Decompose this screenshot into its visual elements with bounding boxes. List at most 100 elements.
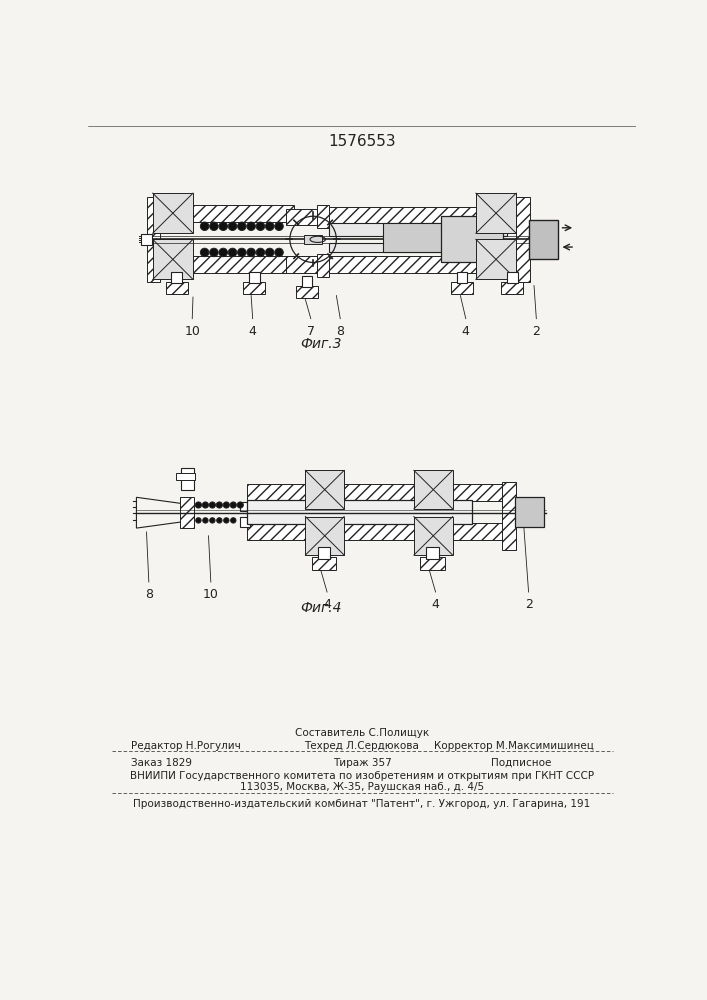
Bar: [153, 239, 193, 279]
Circle shape: [237, 502, 243, 508]
Bar: [329, 223, 507, 236]
Bar: [286, 209, 317, 225]
Circle shape: [210, 222, 218, 230]
Bar: [329, 207, 476, 224]
Circle shape: [230, 518, 236, 523]
Circle shape: [223, 502, 230, 508]
Bar: [176, 473, 194, 480]
Circle shape: [195, 502, 201, 508]
Circle shape: [256, 248, 264, 257]
Bar: [502, 482, 516, 550]
Bar: [501, 282, 523, 294]
Bar: [153, 193, 193, 233]
Bar: [414, 470, 452, 509]
Bar: [240, 502, 250, 511]
Circle shape: [228, 222, 237, 230]
Text: Производственно-издательский комбинат "Патент", г. Ужгород, ул. Гагарина, 191: Производственно-издательский комбинат "П…: [134, 799, 590, 809]
Text: 113035, Москва, Ж-35, Раушская наб., д. 4/5: 113035, Москва, Ж-35, Раушская наб., д. …: [240, 782, 484, 792]
Bar: [249, 272, 259, 283]
Circle shape: [200, 222, 209, 230]
Bar: [507, 272, 518, 283]
Text: Тираж 357: Тираж 357: [332, 758, 392, 768]
Bar: [180, 497, 194, 528]
Bar: [457, 272, 467, 283]
Text: 1576553: 1576553: [328, 134, 396, 149]
Circle shape: [230, 502, 236, 508]
Bar: [451, 282, 473, 294]
Circle shape: [210, 248, 218, 257]
Bar: [193, 205, 293, 222]
Bar: [476, 239, 516, 279]
Circle shape: [203, 518, 208, 523]
Bar: [317, 254, 329, 277]
Bar: [182, 468, 194, 490]
Text: Редактор Н.Рогулич: Редактор Н.Рогулич: [131, 741, 241, 751]
Bar: [166, 282, 187, 294]
Text: Фиг.3: Фиг.3: [300, 337, 341, 351]
Text: 7: 7: [307, 325, 315, 338]
Circle shape: [228, 248, 237, 257]
Circle shape: [275, 222, 284, 230]
Text: 2: 2: [532, 325, 540, 338]
Text: Корректор М.Максимишинец: Корректор М.Максимишинец: [434, 741, 594, 751]
Circle shape: [219, 248, 228, 257]
Bar: [171, 272, 182, 283]
Bar: [305, 470, 344, 509]
Text: 4: 4: [432, 598, 440, 611]
Circle shape: [238, 248, 246, 257]
Circle shape: [200, 248, 209, 257]
Bar: [304, 235, 322, 244]
Bar: [305, 517, 344, 555]
Bar: [141, 234, 152, 245]
Text: 4: 4: [249, 325, 257, 338]
Bar: [329, 243, 507, 252]
Text: ВНИИПИ Государственного комитета по изобретениям и открытиям при ГКНТ СССР: ВНИИПИ Государственного комитета по изоб…: [130, 771, 594, 781]
Circle shape: [238, 222, 246, 230]
Circle shape: [247, 248, 255, 257]
Bar: [296, 286, 317, 298]
Bar: [414, 517, 452, 555]
Text: Техред Л.Сердюкова: Техред Л.Сердюкова: [305, 741, 419, 751]
Bar: [243, 282, 265, 294]
Bar: [317, 205, 329, 228]
Bar: [329, 256, 476, 273]
Circle shape: [216, 518, 222, 523]
Bar: [146, 197, 160, 282]
Circle shape: [265, 222, 274, 230]
Bar: [515, 497, 544, 527]
Circle shape: [219, 222, 228, 230]
Text: 10: 10: [203, 588, 218, 601]
Bar: [317, 547, 330, 559]
Text: 4: 4: [323, 598, 331, 611]
Bar: [516, 197, 530, 282]
Text: 4: 4: [462, 325, 469, 338]
Text: 2: 2: [525, 598, 532, 611]
Bar: [441, 216, 503, 262]
Circle shape: [216, 502, 223, 508]
Circle shape: [265, 248, 274, 257]
Circle shape: [247, 222, 255, 230]
Bar: [420, 557, 445, 570]
Text: 8: 8: [337, 325, 344, 338]
Bar: [247, 523, 503, 540]
Circle shape: [196, 518, 201, 523]
Bar: [193, 256, 293, 273]
Bar: [476, 193, 516, 233]
Text: 8: 8: [145, 588, 153, 601]
Text: Составитель С.Полищук: Составитель С.Полищук: [295, 728, 429, 738]
Circle shape: [202, 502, 209, 508]
Bar: [301, 276, 312, 287]
Bar: [383, 223, 445, 252]
Bar: [286, 256, 317, 273]
Bar: [247, 500, 472, 524]
Circle shape: [256, 222, 264, 230]
Text: 10: 10: [185, 325, 200, 338]
Text: Фиг.4: Фиг.4: [300, 601, 341, 615]
Bar: [247, 484, 503, 501]
Text: Подписное: Подписное: [491, 758, 551, 768]
Circle shape: [275, 248, 284, 257]
Circle shape: [210, 518, 215, 523]
Bar: [426, 547, 438, 559]
Text: Заказ 1829: Заказ 1829: [131, 758, 192, 768]
Bar: [240, 517, 250, 527]
